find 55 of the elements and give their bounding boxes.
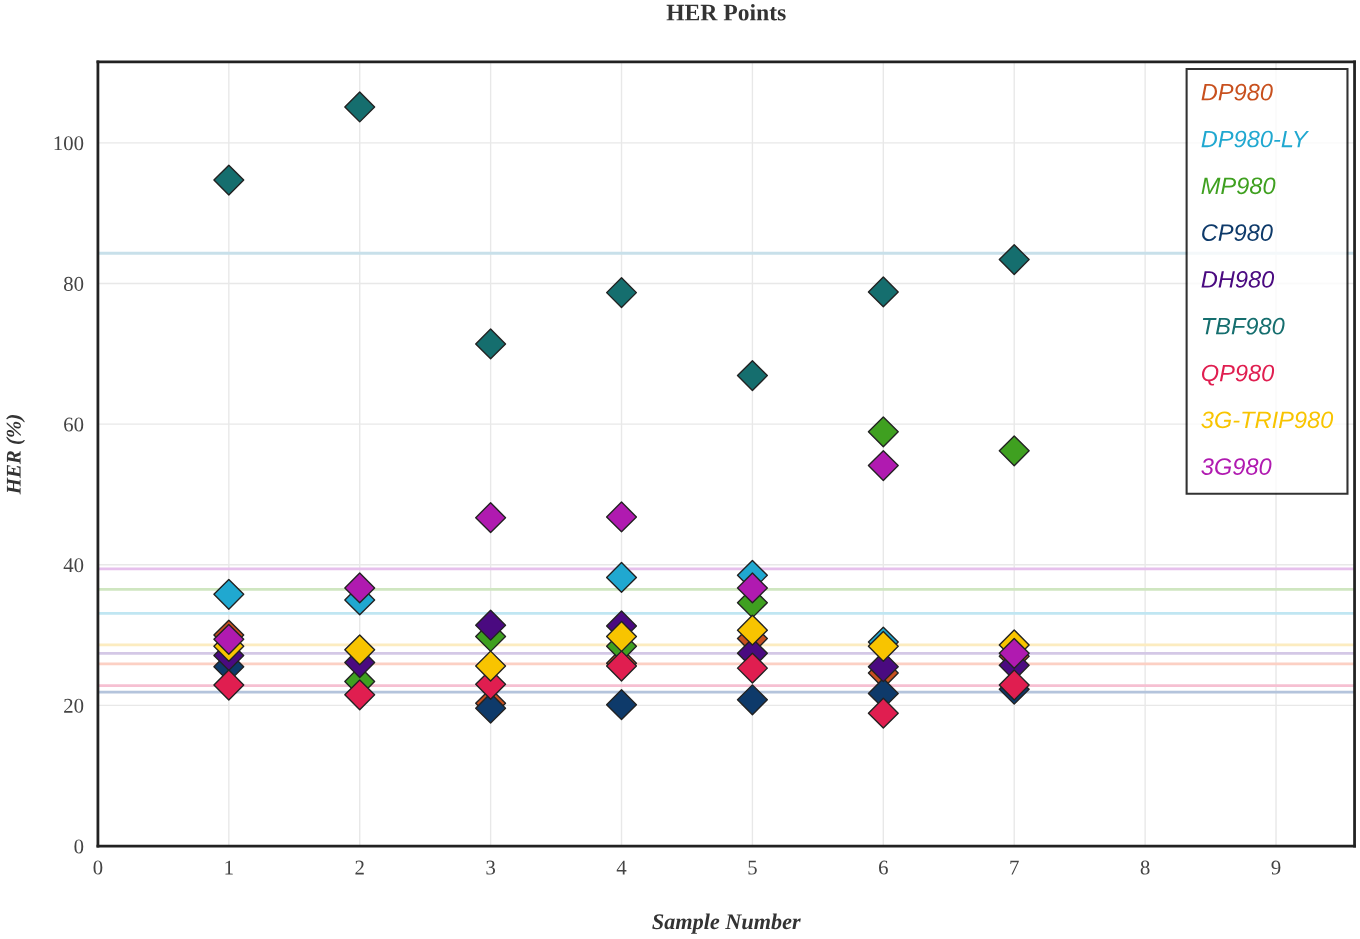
point xyxy=(344,679,376,711)
text: 3G980 xyxy=(1201,458,1272,475)
x-axis-title: Sample Number xyxy=(652,913,801,934)
text: CP980 xyxy=(1202,224,1273,241)
x-tick-label: 3 xyxy=(486,860,496,875)
point xyxy=(475,502,507,534)
point xyxy=(736,652,769,684)
point xyxy=(213,669,245,701)
point xyxy=(867,276,899,308)
text: TBF980 xyxy=(1202,317,1285,335)
point xyxy=(867,697,899,729)
point xyxy=(605,501,638,533)
point xyxy=(344,634,376,666)
text: DP980-LY xyxy=(1201,130,1309,148)
point xyxy=(605,561,638,594)
point xyxy=(475,609,507,641)
x-tick-label: 5 xyxy=(748,860,757,875)
point xyxy=(736,572,769,604)
x-tick-label: 9 xyxy=(1271,860,1281,875)
y-tick-label: 60 xyxy=(64,417,84,432)
x-tick-label: 4 xyxy=(616,860,627,875)
y-tick-label: 20 xyxy=(64,698,84,713)
text: 3G-TRIP980 xyxy=(1201,411,1334,429)
point xyxy=(998,435,1030,467)
point xyxy=(736,684,769,716)
point xyxy=(475,328,507,360)
y-tick-label: 100 xyxy=(54,136,84,151)
x-tick-label: 1 xyxy=(225,860,233,875)
point xyxy=(867,416,899,448)
text: DH980 xyxy=(1201,271,1275,288)
chart-title: HER Points xyxy=(666,3,786,21)
text: MP980 xyxy=(1201,177,1276,195)
y-tick-label: 0 xyxy=(74,839,84,854)
point xyxy=(605,277,638,309)
point xyxy=(605,620,638,653)
point xyxy=(605,689,638,721)
x-tick-label: 6 xyxy=(879,860,888,875)
x-tick-label: 7 xyxy=(1010,860,1019,875)
point xyxy=(736,360,769,392)
point xyxy=(867,450,899,482)
y-tick-label: 80 xyxy=(63,276,84,291)
point xyxy=(998,243,1030,276)
point xyxy=(213,578,245,610)
y-tick-label: 40 xyxy=(63,558,84,573)
point xyxy=(344,91,376,123)
y-axis-title: HER (%) xyxy=(6,415,25,495)
point xyxy=(475,650,507,682)
x-tick-label: 8 xyxy=(1140,860,1150,875)
point xyxy=(344,572,376,604)
point xyxy=(736,614,769,646)
point xyxy=(213,164,245,196)
x-tick-label: 0 xyxy=(93,860,103,875)
text: QP980 xyxy=(1201,364,1275,386)
text: DP980 xyxy=(1201,83,1273,101)
x-tick-label: 2 xyxy=(355,860,364,875)
